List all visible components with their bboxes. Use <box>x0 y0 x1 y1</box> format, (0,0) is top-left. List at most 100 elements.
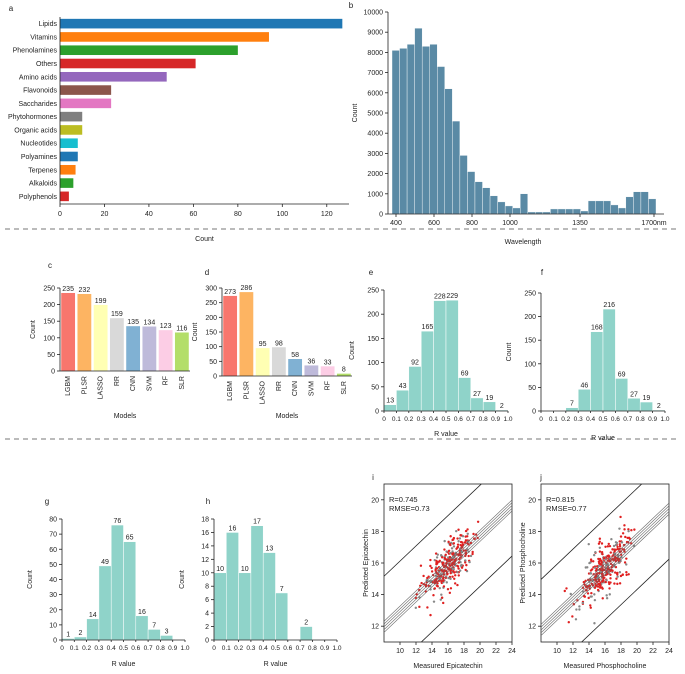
scatter-point <box>463 541 466 544</box>
data-label: 13 <box>386 398 394 405</box>
scatter-point <box>451 575 454 578</box>
y-tick-label: 50 <box>528 385 536 392</box>
scatter-point <box>430 566 433 570</box>
category-label: SVM <box>308 381 315 396</box>
y-tick-label: 12 <box>528 624 536 631</box>
x-tick-label: 0.9 <box>320 645 329 652</box>
histogram-bar <box>444 88 453 215</box>
x-tick-label: 1000 <box>502 220 518 227</box>
x-tick-label: 20 <box>476 648 484 655</box>
y-tick-label: 5000 <box>367 111 383 118</box>
scatter-point <box>619 535 623 538</box>
panel-c-label: c <box>48 261 52 270</box>
data-label: 19 <box>643 395 651 402</box>
data-label: 2 <box>657 403 661 410</box>
y-tick-label: 150 <box>367 336 379 343</box>
data-label: 49 <box>101 559 109 566</box>
category-label: SLR <box>179 376 186 390</box>
category-label: CNN <box>292 381 299 396</box>
scatter-point <box>414 606 418 610</box>
histogram-bar <box>213 572 227 641</box>
histogram-bar <box>603 200 611 215</box>
scatter-point <box>464 561 467 564</box>
data-label: 235 <box>62 286 74 293</box>
y-tick-label: 8 <box>205 584 209 591</box>
bar-rr <box>271 347 286 376</box>
scatter-point <box>454 574 457 577</box>
scatter-point <box>621 573 624 576</box>
category-label: PLSR <box>243 381 250 399</box>
y-tick-label: 3000 <box>367 151 383 158</box>
y-tick-label: 18 <box>201 517 209 524</box>
bar-rf <box>320 366 335 376</box>
scatter-point <box>430 570 434 573</box>
x-tick-label: 600 <box>428 220 440 227</box>
scatter-point <box>467 543 470 546</box>
scatter-point <box>611 548 614 551</box>
scatter-point <box>598 557 602 561</box>
x-axis-title: R value <box>112 661 136 668</box>
y-tick-label: 150 <box>524 338 536 345</box>
x-tick-label: 0.5 <box>271 645 280 652</box>
x-tick-label: 800 <box>466 220 478 227</box>
y-tick-label: 9000 <box>367 30 383 37</box>
category-label: Vitamins <box>30 34 57 41</box>
scatter-point <box>623 543 626 547</box>
scatter-point <box>615 577 618 580</box>
scatter-point <box>569 592 572 596</box>
category-label: Others <box>36 61 58 68</box>
x-tick-label: 0 <box>539 416 543 423</box>
scatter-point <box>432 594 435 597</box>
scatter-point <box>444 575 448 578</box>
scatter-point <box>439 598 442 601</box>
histogram-bar <box>577 389 591 412</box>
scatter-point <box>625 571 628 574</box>
x-tick-label: 0.6 <box>283 645 292 652</box>
scatter-point <box>429 564 432 568</box>
scatter-point <box>433 587 437 590</box>
scatter-point <box>598 586 602 589</box>
x-tick-label: 0.8 <box>156 645 165 652</box>
scatter-point <box>446 573 449 576</box>
histogram-bar <box>615 378 629 412</box>
histogram-bar <box>383 404 397 412</box>
scatter-point <box>455 547 458 550</box>
category-label: LGBM <box>65 376 72 396</box>
x-tick-label: 0 <box>58 211 62 218</box>
data-label: 232 <box>79 287 91 294</box>
histogram-bar <box>595 200 604 215</box>
category-label: LASSO <box>98 375 105 399</box>
scatter-point <box>594 550 597 554</box>
panel-d: d 273 LGBM 286 PLSR 95 LASSO 98 RR 58 CNN 36 SVM 33 RF… <box>192 268 352 420</box>
data-label: 7 <box>152 622 156 629</box>
scatter-point <box>435 556 439 559</box>
y-tick-label: 100 <box>43 335 55 342</box>
scatter-point <box>459 540 463 544</box>
data-label: 286 <box>241 285 253 292</box>
scatter-point <box>614 541 618 544</box>
category-label: RF <box>325 381 332 390</box>
data-label: 1 <box>66 631 70 638</box>
scatter-point <box>426 606 429 609</box>
x-tick-label: 14 <box>585 648 593 655</box>
scatter-point <box>440 596 444 599</box>
category-label: Phenolamines <box>13 48 58 55</box>
data-label: 10 <box>216 566 224 573</box>
bar-rr <box>109 318 124 371</box>
x-tick-label: 80 <box>234 211 242 218</box>
y-tick-label: 6000 <box>367 90 383 97</box>
histogram-bar <box>618 207 627 215</box>
scatter-point <box>466 532 469 535</box>
scatter-point <box>604 580 607 584</box>
data-label: 65 <box>126 535 134 542</box>
scatter-point <box>471 552 474 556</box>
x-tick-label: 10 <box>396 648 404 655</box>
scatter-point <box>452 569 455 573</box>
scatter-point <box>616 582 619 586</box>
panel-j-label: j <box>539 473 542 482</box>
scatter-point <box>601 552 604 556</box>
scatter-point <box>460 544 464 548</box>
histogram-bar <box>458 377 472 412</box>
scatter-point <box>609 577 612 580</box>
